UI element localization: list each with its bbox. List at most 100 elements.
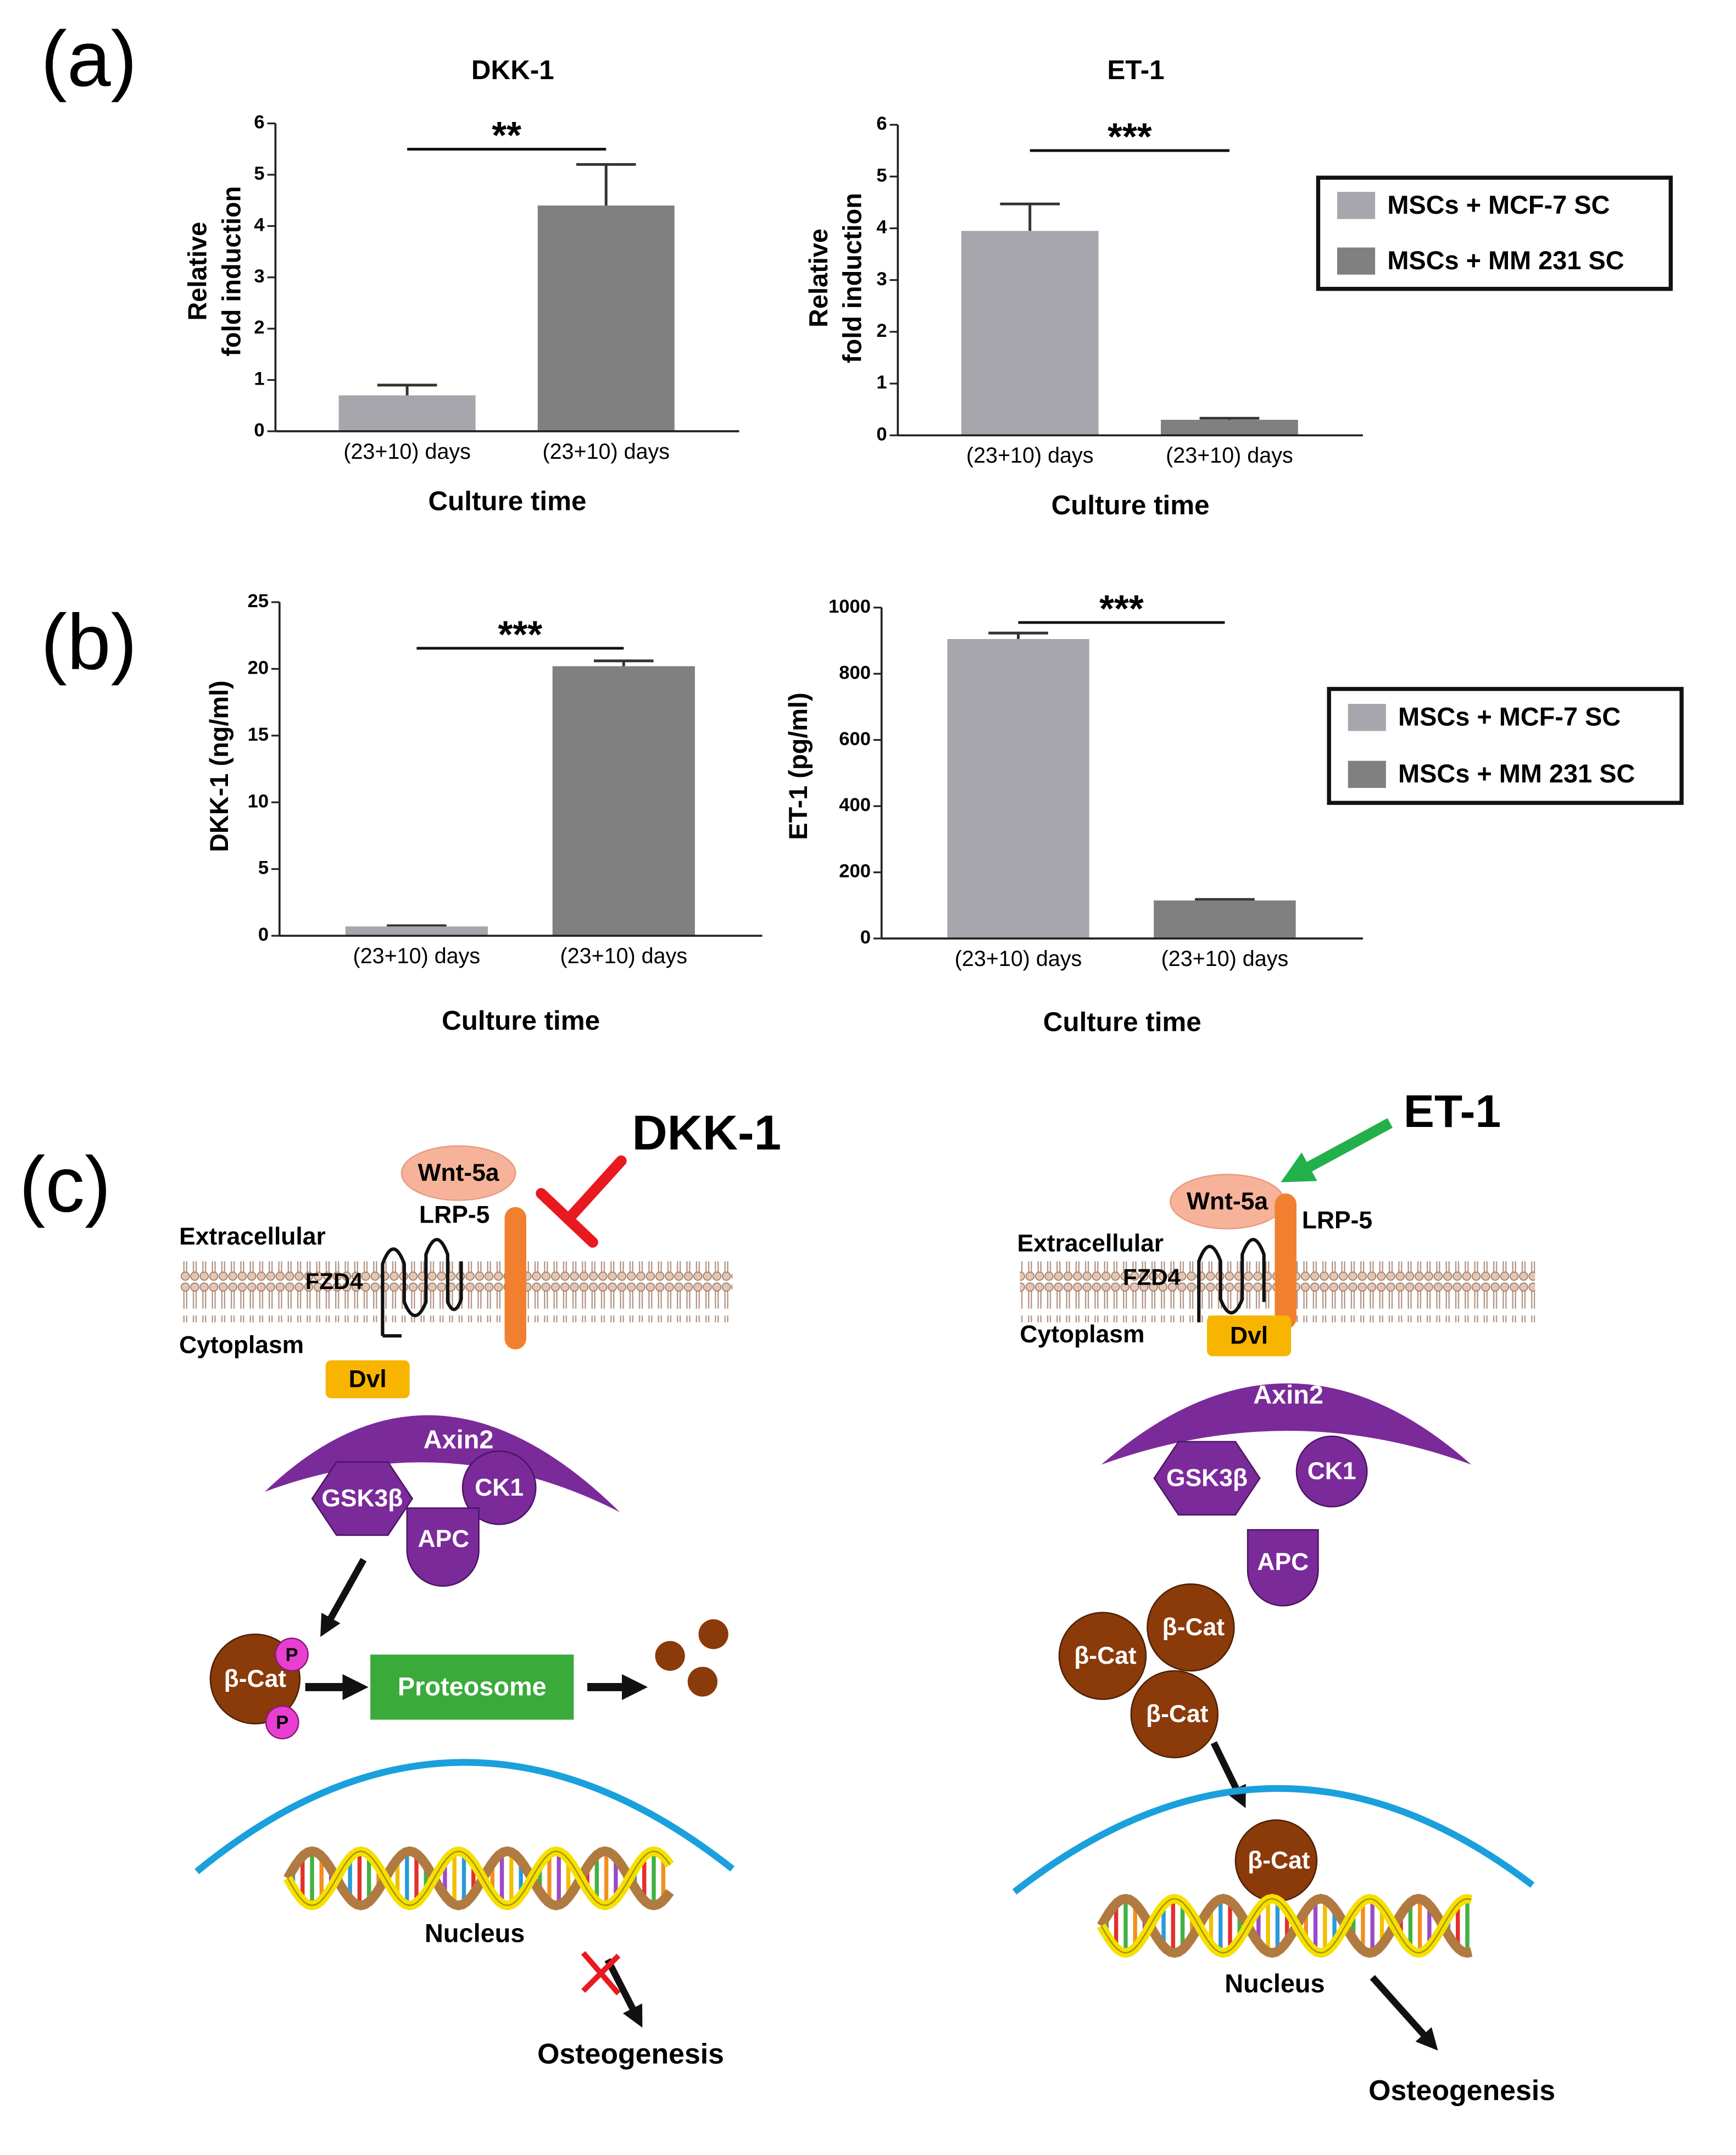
y-tick-label: 0 — [254, 420, 264, 441]
legend-label: MSCs + MCF-7 SC — [1398, 703, 1621, 731]
x-tick-label: (23+10) days — [1166, 443, 1293, 468]
label: DKK-1 — [632, 1106, 781, 1160]
y-tick-label: 0 — [876, 424, 887, 445]
label: APC — [418, 1526, 470, 1553]
y-tick-label: 10 — [248, 791, 269, 812]
label: β-Cat — [1146, 1701, 1209, 1728]
x-axis-label: Culture time — [428, 486, 586, 516]
label: Axin2 — [424, 1425, 494, 1454]
fzd4 — [381, 1237, 463, 1338]
y-tick-label: 5 — [876, 165, 887, 186]
legend-box — [1327, 687, 1684, 805]
bar — [338, 395, 476, 431]
y-tick-label: 400 — [839, 795, 871, 815]
significance: *** — [498, 613, 542, 656]
x-axis-label: Culture time — [442, 1006, 600, 1036]
label: Nucleus — [1225, 1969, 1325, 1998]
y-tick-label: 3 — [876, 269, 887, 290]
ck1 — [461, 1450, 537, 1525]
y-tick-label: 4 — [254, 214, 265, 235]
y-tick-label: 600 — [839, 729, 871, 749]
legend-box — [1316, 175, 1673, 291]
label: FZD4 — [305, 1268, 364, 1294]
x-axis-label: Culture time — [1051, 490, 1210, 520]
label: β-Cat — [1074, 1642, 1137, 1669]
chart-title: DKK-1 — [471, 55, 554, 85]
beta-catenin — [1130, 1670, 1219, 1759]
proteosome — [370, 1654, 574, 1720]
phosphate — [265, 1705, 299, 1740]
label: Extracellular — [179, 1223, 326, 1250]
y-tick-label: 3 — [254, 266, 264, 287]
fragment — [655, 1641, 685, 1671]
arrow — [1370, 1975, 1438, 2051]
dna-strand-edge — [287, 1850, 671, 1907]
x-tick-label: (23+10) days — [542, 440, 670, 464]
fragment — [687, 1667, 718, 1697]
ck1 — [1295, 1435, 1368, 1508]
label: Wnt-5a — [1187, 1188, 1268, 1215]
label: CK1 — [475, 1474, 524, 1501]
bar — [961, 231, 1099, 436]
y-tick-label: 4 — [876, 217, 887, 238]
label: Osteogenesis — [537, 2038, 724, 2070]
dna — [1097, 1893, 1473, 1958]
dvl — [325, 1360, 410, 1398]
panel-label: (a) — [41, 15, 137, 103]
y-tick-label: 0 — [860, 927, 871, 948]
beta-catenin — [1058, 1612, 1147, 1700]
y-tick-label: 0 — [258, 924, 269, 945]
pathway-inhibited: DKK-1 Wnt-5a LRP-5 Extracellular FZD4 Cy… — [179, 1106, 781, 2070]
label: P — [276, 1712, 288, 1733]
y-tick-label: 1 — [254, 369, 264, 390]
membrane — [180, 1261, 733, 1323]
lrp5 — [1275, 1193, 1297, 1329]
label: Cytoplasm — [1020, 1321, 1144, 1348]
label: CK1 — [1307, 1458, 1356, 1485]
beta-catenin — [1147, 1583, 1235, 1672]
pathway-active: ET-1 Wnt-5a LRP-5 Extracellular FZD4 Cyt… — [1012, 1085, 1555, 2106]
wnt — [400, 1145, 516, 1201]
arrow — [604, 1958, 643, 2028]
legend-swatch — [1348, 704, 1386, 731]
fragment — [698, 1619, 728, 1649]
label: LRP-5 — [419, 1202, 489, 1229]
gsk3b — [311, 1461, 414, 1536]
x-tick-label: (23+10) days — [353, 944, 481, 968]
dna-strand — [1097, 1893, 1473, 1958]
y-tick-label: 5 — [258, 858, 269, 879]
bar — [552, 666, 695, 936]
label: Dvl — [1230, 1322, 1268, 1349]
chart: DKK-1 Relative fold induction Culture time 0… — [183, 55, 739, 516]
apc — [1247, 1529, 1319, 1607]
x-tick-label: (23+10) days — [966, 443, 1094, 468]
y-axis-label: DKK-1 (ng/ml) — [205, 680, 233, 852]
label: FZD4 — [1123, 1264, 1181, 1290]
significance: ** — [492, 114, 521, 157]
label: β-Cat — [224, 1665, 287, 1692]
label: LRP-5 — [1302, 1207, 1372, 1234]
label: P — [285, 1645, 298, 1665]
dna-strand — [283, 1846, 674, 1910]
y-axis-label: Relative — [804, 229, 833, 327]
axin2 — [264, 1415, 620, 1513]
chart: ET-1 Relative fold induction Culture time 0 1… — [804, 55, 1673, 520]
apc — [406, 1507, 480, 1587]
axin2 — [1101, 1383, 1472, 1465]
inhibitor — [536, 1155, 627, 1248]
nuclear-envelope — [194, 1759, 735, 1874]
x-axis-label: Culture time — [1043, 1007, 1201, 1037]
y-axis-label: fold induction — [838, 193, 867, 363]
arrow — [320, 1558, 367, 1637]
dna-strand-edge — [1100, 1898, 1472, 1954]
y-tick-label: 1000 — [828, 596, 871, 617]
chart: DKK-1 (ng/ml) Culture time 0 5 10 15 20 25 (23+1… — [205, 591, 763, 1036]
label: GSK3β — [1166, 1465, 1248, 1492]
y-tick-label: 20 — [248, 657, 269, 678]
label: ET-1 — [1404, 1085, 1501, 1137]
y-axis-label: ET-1 (pg/ml) — [784, 692, 813, 840]
nuclear-envelope — [1012, 1785, 1535, 1895]
bar — [345, 926, 488, 936]
legend-label: MSCs + MM 231 SC — [1387, 246, 1624, 275]
